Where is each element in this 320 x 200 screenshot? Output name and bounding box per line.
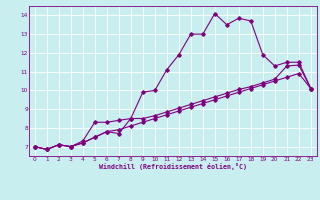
X-axis label: Windchill (Refroidissement éolien,°C): Windchill (Refroidissement éolien,°C) — [99, 163, 247, 170]
